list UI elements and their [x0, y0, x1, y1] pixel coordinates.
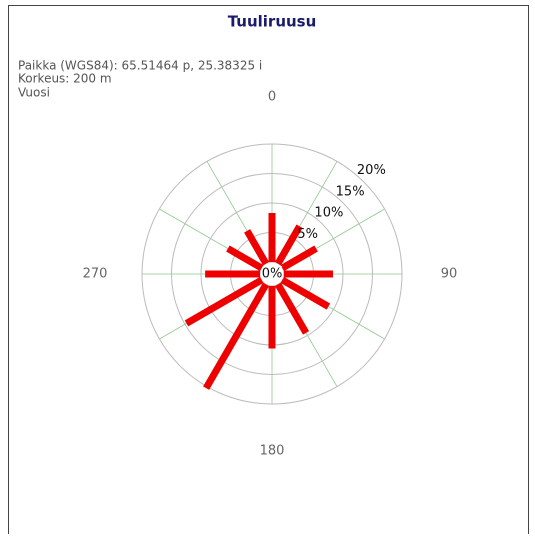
- direction-label: 270: [83, 267, 108, 282]
- chart-title: Tuuliruusu: [228, 13, 317, 31]
- bar: [203, 282, 270, 390]
- ring-label: 0%: [262, 267, 283, 282]
- info-line: Vuosi: [18, 86, 50, 100]
- frame: [8, 5, 529, 538]
- bar: [274, 224, 303, 266]
- info-line: Paikka (WGS84): 65.51464 p, 25.38325 i: [18, 59, 262, 73]
- bar: [226, 245, 264, 272]
- bar: [280, 245, 318, 272]
- bar: [184, 276, 264, 327]
- ring: [171, 173, 373, 375]
- direction-label: 0: [268, 90, 276, 105]
- bar: [280, 276, 331, 310]
- ring-label: 20%: [357, 163, 386, 178]
- ring-label: 15%: [336, 184, 365, 199]
- direction-label: 90: [441, 267, 458, 282]
- ring-label: 10%: [314, 206, 343, 221]
- ring: [141, 143, 403, 405]
- bar: [274, 282, 310, 335]
- ring-label: 5%: [297, 227, 318, 242]
- info-line: Korkeus: 200 m: [18, 72, 112, 86]
- bar: [244, 229, 270, 266]
- direction-label: 180: [260, 444, 285, 459]
